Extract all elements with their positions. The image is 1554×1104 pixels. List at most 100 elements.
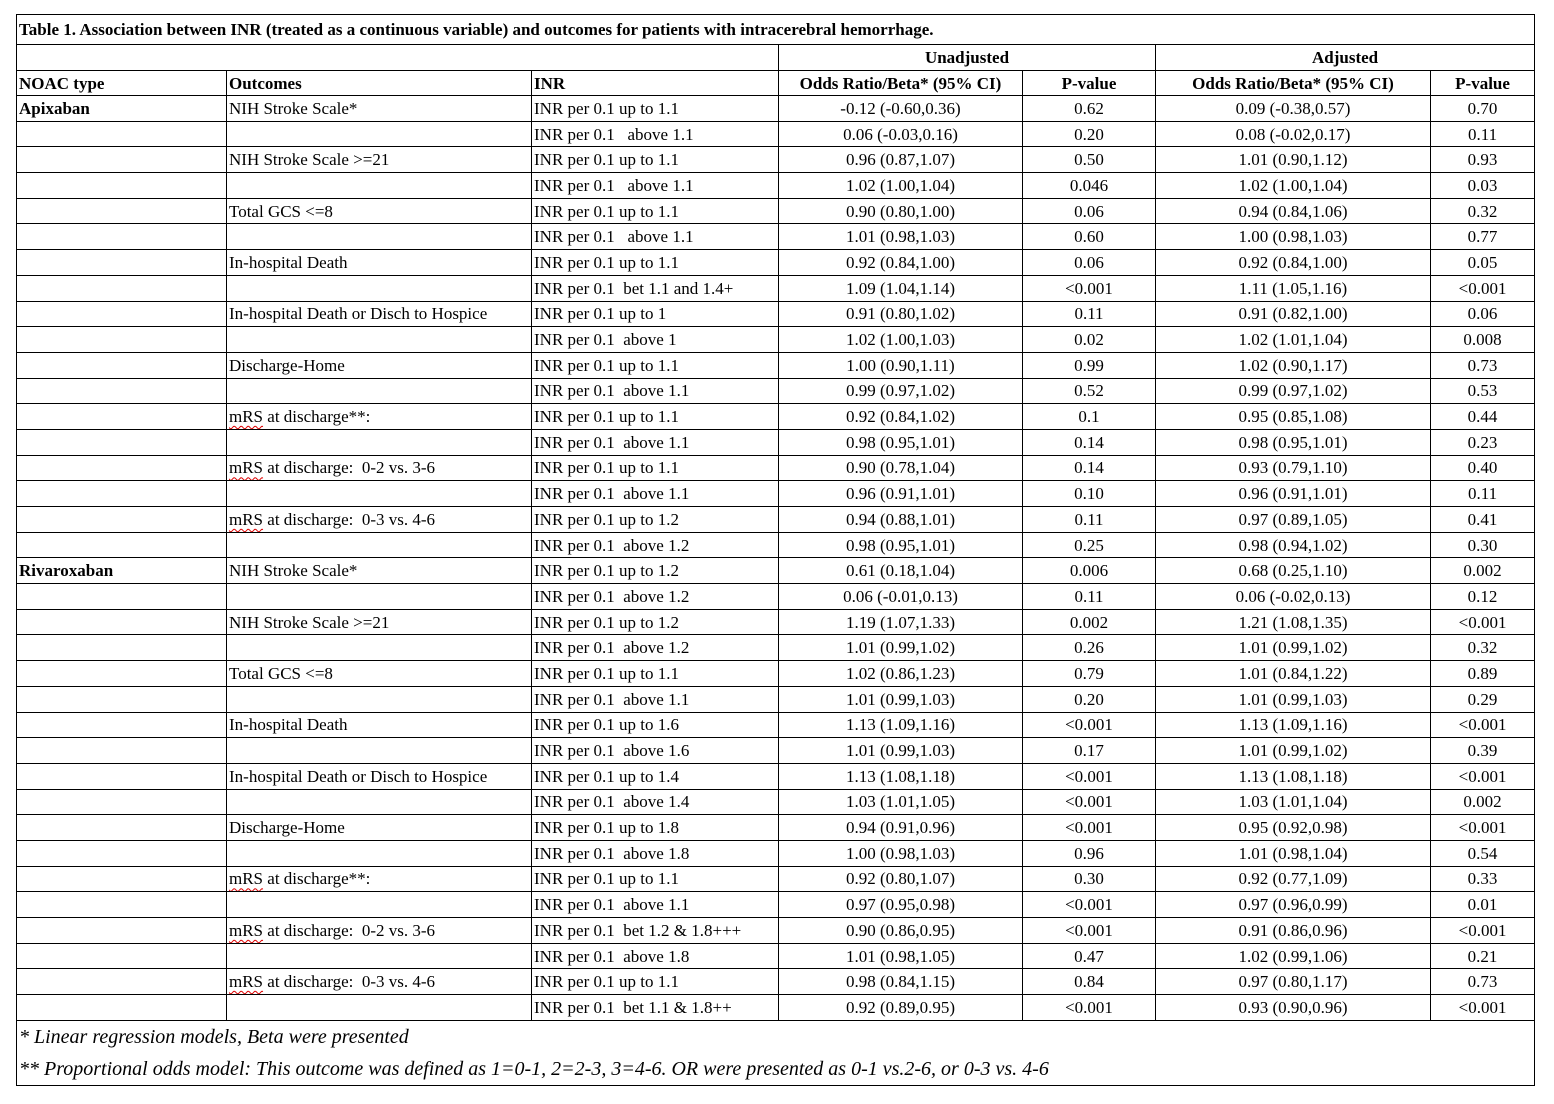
cell-unadjusted-or: 1.09 (1.04,1.14) [778,274,1023,302]
spellcheck-underline: mRS [229,869,264,889]
cell-inr: INR per 0.1 up to 1.8 [531,814,779,841]
cell-unadjusted-or: 1.00 (0.90,1.11) [778,351,1023,379]
table-title: Table 1. Association between INR (treate… [15,14,1536,45]
cell-outcome: NIH Stroke Scale >=21 [226,608,532,636]
cell-noac-type [16,865,227,893]
cell-adjusted-or: 1.02 (1.01,1.04) [1155,326,1431,353]
cell-noac-type [16,300,227,328]
cell-unadjusted-p: 0.96 [1022,839,1156,867]
spellcheck-underline: mRS [229,509,264,529]
cell-adjusted-or: 0.06 (-0.02,0.13) [1155,583,1431,610]
cell-outcome: Discharge-Home [226,351,532,379]
cell-adjusted-p: <0.001 [1429,917,1536,944]
cell-outcome [226,994,532,1021]
table-row: Total GCS <=8 INR per 0.1 up to 1.1 0.90 (… [16,197,1536,225]
cell-inr: INR per 0.1 up to 1.1 [531,403,779,430]
cell-noac-type [16,454,227,482]
cell-noac-type [16,531,227,559]
results-table: Table 1. Association between INR (treate… [15,14,1536,1086]
cell-unadjusted-or: 0.98 (0.95,1.01) [778,428,1023,456]
cell-outcome [226,583,532,610]
cell-unadjusted-p: <0.001 [1022,814,1156,841]
cell-unadjusted-p: <0.001 [1022,917,1156,944]
cell-unadjusted-or: 0.90 (0.86,0.95) [778,917,1023,944]
cell-inr: INR per 0.1 above 1.2 [531,583,779,610]
cell-inr: INR per 0.1 up to 1.1 [531,660,779,687]
cell-adjusted-or: 0.68 (0.25,1.10) [1155,557,1431,585]
cell-outcome: mRS at discharge**: [226,865,532,893]
cell-inr: INR per 0.1 bet 1.2 & 1.8+++ [531,917,779,944]
cell-unadjusted-p: 0.11 [1022,300,1156,328]
cell-adjusted-p: 0.03 [1429,172,1536,199]
cell-inr: INR per 0.1 bet 1.1 and 1.4+ [531,274,779,302]
table-row: INR per 0.1 above 1.1 0.06 (-0.03,0.16) 0.… [16,120,1536,148]
cell-unadjusted-or: 0.94 (0.88,1.01) [778,506,1023,533]
cell-adjusted-p: 0.23 [1429,428,1536,456]
cell-noac-type [16,608,227,636]
cell-outcome [226,891,532,918]
cell-unadjusted-or: 1.03 (1.01,1.05) [778,788,1023,816]
cell-adjusted-or: 0.98 (0.95,1.01) [1155,428,1431,456]
cell-outcome [226,531,532,559]
cell-noac-type [16,480,227,507]
cell-unadjusted-p: 0.20 [1022,120,1156,148]
cell-adjusted-p: 0.11 [1429,480,1536,507]
cell-unadjusted-p: 0.25 [1022,531,1156,559]
cell-inr: INR per 0.1 up to 1.1 [531,865,779,893]
cell-outcome: In-hospital Death [226,711,532,739]
cell-adjusted-or: 1.02 (0.99,1.06) [1155,942,1431,970]
cell-adjusted-p: 0.01 [1429,891,1536,918]
cell-unadjusted-p: <0.001 [1022,274,1156,302]
cell-adjusted-p: <0.001 [1429,711,1536,739]
cell-inr: INR per 0.1 above 1.1 [531,891,779,918]
cell-outcome [226,480,532,507]
cell-unadjusted-or: 0.92 (0.80,1.07) [778,865,1023,893]
cell-outcome: In-hospital Death or Disch to Hospice [226,762,532,790]
cell-outcome [226,428,532,456]
cell-unadjusted-p: <0.001 [1022,994,1156,1021]
table-row: INR per 0.1 above 1.4 1.03 (1.01,1.05) <0.… [16,788,1536,816]
cell-adjusted-p: 0.32 [1429,197,1536,225]
table-row: Rivaroxaban NIH Stroke Scale* INR per 0.1 … [16,557,1536,585]
cell-adjusted-p: 0.40 [1429,454,1536,482]
cell-adjusted-p: 0.002 [1429,557,1536,585]
cell-inr: INR per 0.1 up to 1.2 [531,608,779,636]
cell-adjusted-p: 0.39 [1429,737,1536,764]
cell-outcome: NIH Stroke Scale >=21 [226,146,532,174]
cell-unadjusted-p: <0.001 [1022,788,1156,816]
cell-inr: INR per 0.1 up to 1.4 [531,762,779,790]
cell-adjusted-or: 1.03 (1.01,1.04) [1155,788,1431,816]
cell-unadjusted-p: 0.50 [1022,146,1156,174]
cell-outcome [226,377,532,405]
cell-noac-type [16,351,227,379]
cell-outcome: mRS at discharge**: [226,403,532,430]
cell-unadjusted-or: 0.91 (0.80,1.02) [778,300,1023,328]
cell-inr: INR per 0.1 up to 1.1 [531,351,779,379]
cell-inr: INR per 0.1 above 1.1 [531,377,779,405]
cell-unadjusted-or: 0.94 (0.91,0.96) [778,814,1023,841]
cell-adjusted-p: 0.29 [1429,685,1536,713]
cell-inr: INR per 0.1 above 1.2 [531,634,779,662]
cell-adjusted-p: 0.70 [1429,95,1536,122]
cell-adjusted-p: <0.001 [1429,994,1536,1021]
spellcheck-underline: mRS [229,407,264,427]
group-header-row: Unadjusted Adjusted [16,44,1536,71]
cell-adjusted-p: 0.54 [1429,839,1536,867]
cell-adjusted-or: 1.01 (0.98,1.04) [1155,839,1431,867]
cell-adjusted-p: <0.001 [1429,762,1536,790]
cell-noac-type [16,814,227,841]
footnote-row: * Linear regression models, Beta were pr… [15,1019,1536,1053]
cell-outcome: mRS at discharge: 0-2 vs. 3-6 [226,917,532,944]
table-row: mRS at discharge**: INR per 0.1 up to 1.1… [16,865,1536,893]
table-row: mRS at discharge: 0-3 vs. 4-6 INR per 0.1… [16,968,1536,996]
cell-outcome [226,274,532,302]
cell-inr: INR per 0.1 up to 1 [531,300,779,328]
cell-adjusted-p: 0.73 [1429,351,1536,379]
cell-inr: INR per 0.1 above 1 [531,326,779,353]
cell-adjusted-or: 0.94 (0.84,1.06) [1155,197,1431,225]
cell-outcome: mRS at discharge: 0-3 vs. 4-6 [226,968,532,996]
cell-outcome [226,942,532,970]
cell-unadjusted-or: 1.13 (1.09,1.16) [778,711,1023,739]
cell-inr: INR per 0.1 up to 1.6 [531,711,779,739]
cell-noac-type [16,428,227,456]
